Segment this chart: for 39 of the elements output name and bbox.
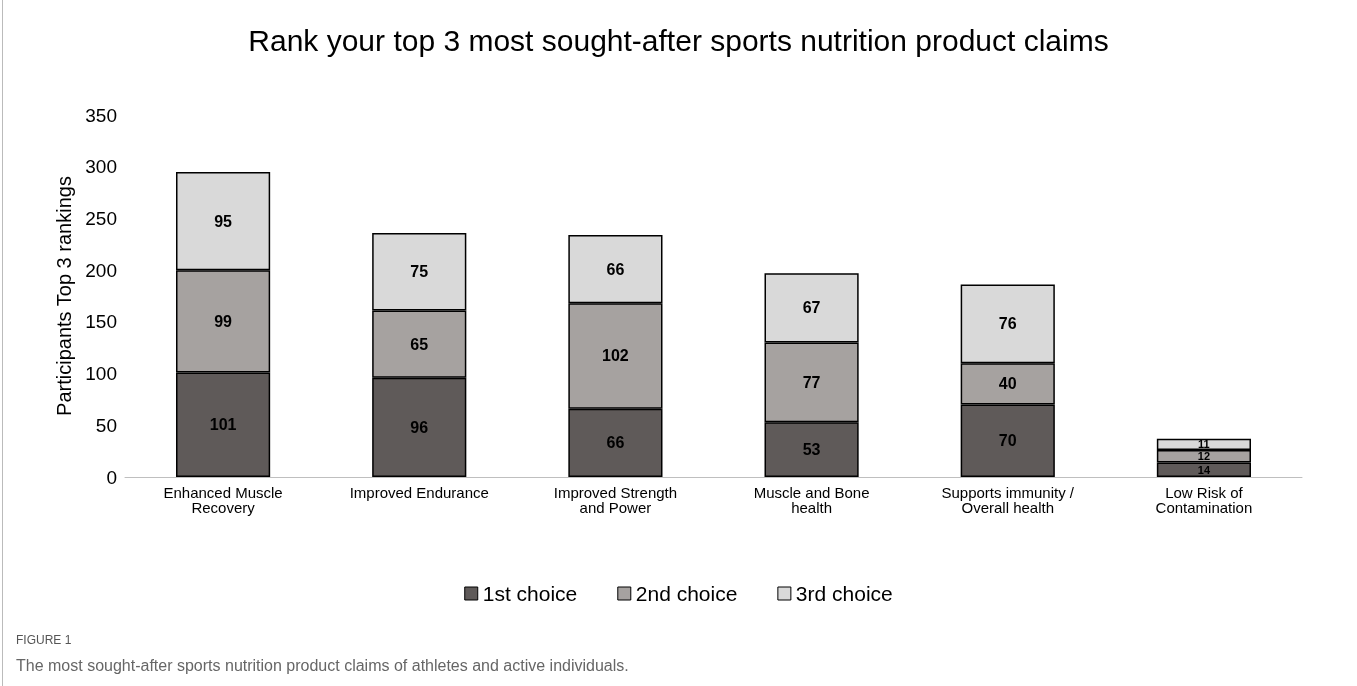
caption: FIGURE 1	[16, 633, 72, 647]
y-tick-label: 0	[106, 466, 117, 488]
y-tick-label: 300	[85, 156, 117, 178]
data-label: 96	[410, 418, 429, 436]
y-tick-label: 250	[85, 207, 117, 229]
data-label: 11	[1198, 438, 1210, 451]
y-tick-label: 100	[85, 363, 117, 385]
data-label: 65	[410, 335, 429, 353]
data-label: 66	[606, 434, 625, 452]
data-label: 40	[998, 375, 1017, 393]
legend-label: 1st choice	[482, 582, 578, 605]
x-tick-label: Muscle and Bone health	[753, 484, 870, 516]
legend-label: 3rd choice	[795, 582, 893, 605]
data-label: 101	[209, 416, 237, 434]
legend-label: 2nd choice	[635, 582, 738, 605]
chart-title: Rank your top 3 most sought-after sports nutrition product claims	[248, 23, 1109, 57]
data-label: 102	[602, 347, 629, 365]
x-tick-label: Supports immunity / Overall health	[941, 484, 1075, 516]
y-tick-label: 50	[95, 414, 117, 436]
data-label: 75	[410, 263, 429, 281]
data-label: 12	[1197, 450, 1211, 463]
y-tick-label: 150	[85, 311, 117, 333]
data-label: 95	[214, 212, 233, 230]
data-label: 66	[606, 260, 625, 278]
y-tick-label: 200	[85, 259, 117, 281]
x-tick-label: Improved Strength and Power	[553, 484, 678, 516]
data-label: 70	[998, 432, 1017, 450]
y-axis-title: Participants Top 3 rankings	[53, 176, 76, 416]
text: The most sought-after sports nutrition product claims of athletes and active individuals.	[16, 656, 629, 674]
data-label: 67	[802, 299, 821, 317]
data-label: 76	[998, 315, 1017, 333]
data-label: 14	[1197, 463, 1211, 476]
x-tick-label: Low Risk of Contamination	[1155, 484, 1253, 516]
y-tick-label: 350	[85, 104, 117, 126]
x-tick-label: Improved Endurance	[349, 484, 489, 501]
data-label: 53	[802, 441, 821, 459]
x-tick-label: Enhanced Muscle Recovery	[163, 484, 283, 516]
data-label: 77	[802, 373, 821, 391]
data-label: 99	[214, 312, 233, 330]
